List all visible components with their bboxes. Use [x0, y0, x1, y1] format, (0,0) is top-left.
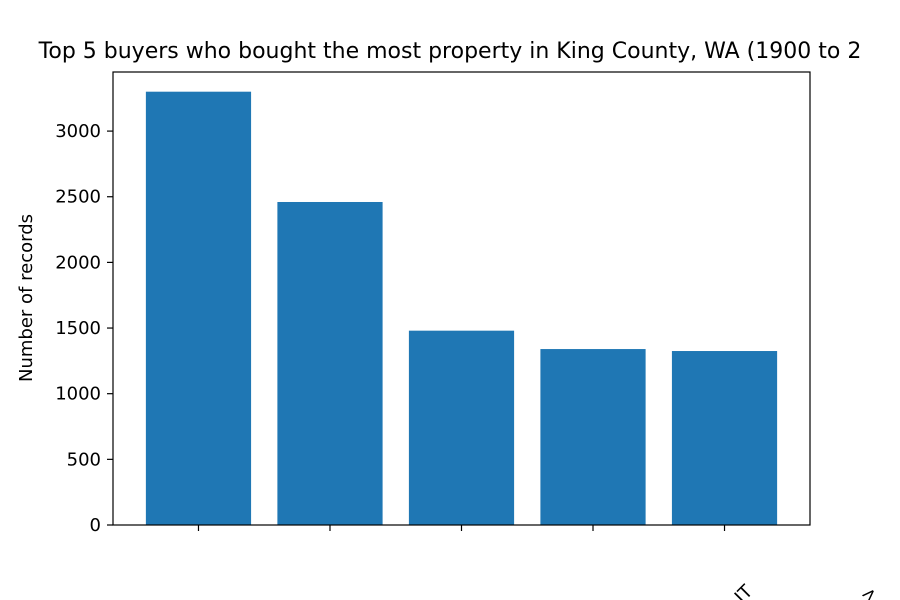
y-tick-label-1000: 1000 [55, 384, 101, 405]
y-axis-label: Number of records [16, 214, 37, 382]
svg-text:IT: IT [731, 580, 758, 600]
bar-2 [277, 201, 383, 525]
bar-1 [145, 91, 252, 526]
y-axis-ticks: 0 500 1000 1500 2000 2500 3000 [55, 121, 113, 536]
bar-4 [540, 349, 646, 525]
bar-5 [671, 351, 778, 525]
plot-frame [112, 71, 811, 526]
y-tick-label-500: 500 [67, 449, 101, 470]
x-axis-ticks [197, 525, 726, 531]
svg-text:>: > [857, 582, 883, 600]
chart-title: Top 5 buyers who bought the most propert… [38, 39, 862, 64]
y-tick-label-1500: 1500 [55, 318, 101, 339]
y-tick-label-3000: 3000 [55, 121, 101, 142]
y-tick-label-0: 0 [90, 515, 101, 536]
rotated-label-fragment-1: IT [731, 580, 758, 600]
rotated-label-fragment-2: > [857, 582, 883, 600]
y-tick-label-2500: 2500 [55, 187, 101, 208]
bars-group [145, 91, 778, 526]
bar-3 [408, 330, 515, 525]
y-tick-label-2000: 2000 [55, 252, 101, 273]
